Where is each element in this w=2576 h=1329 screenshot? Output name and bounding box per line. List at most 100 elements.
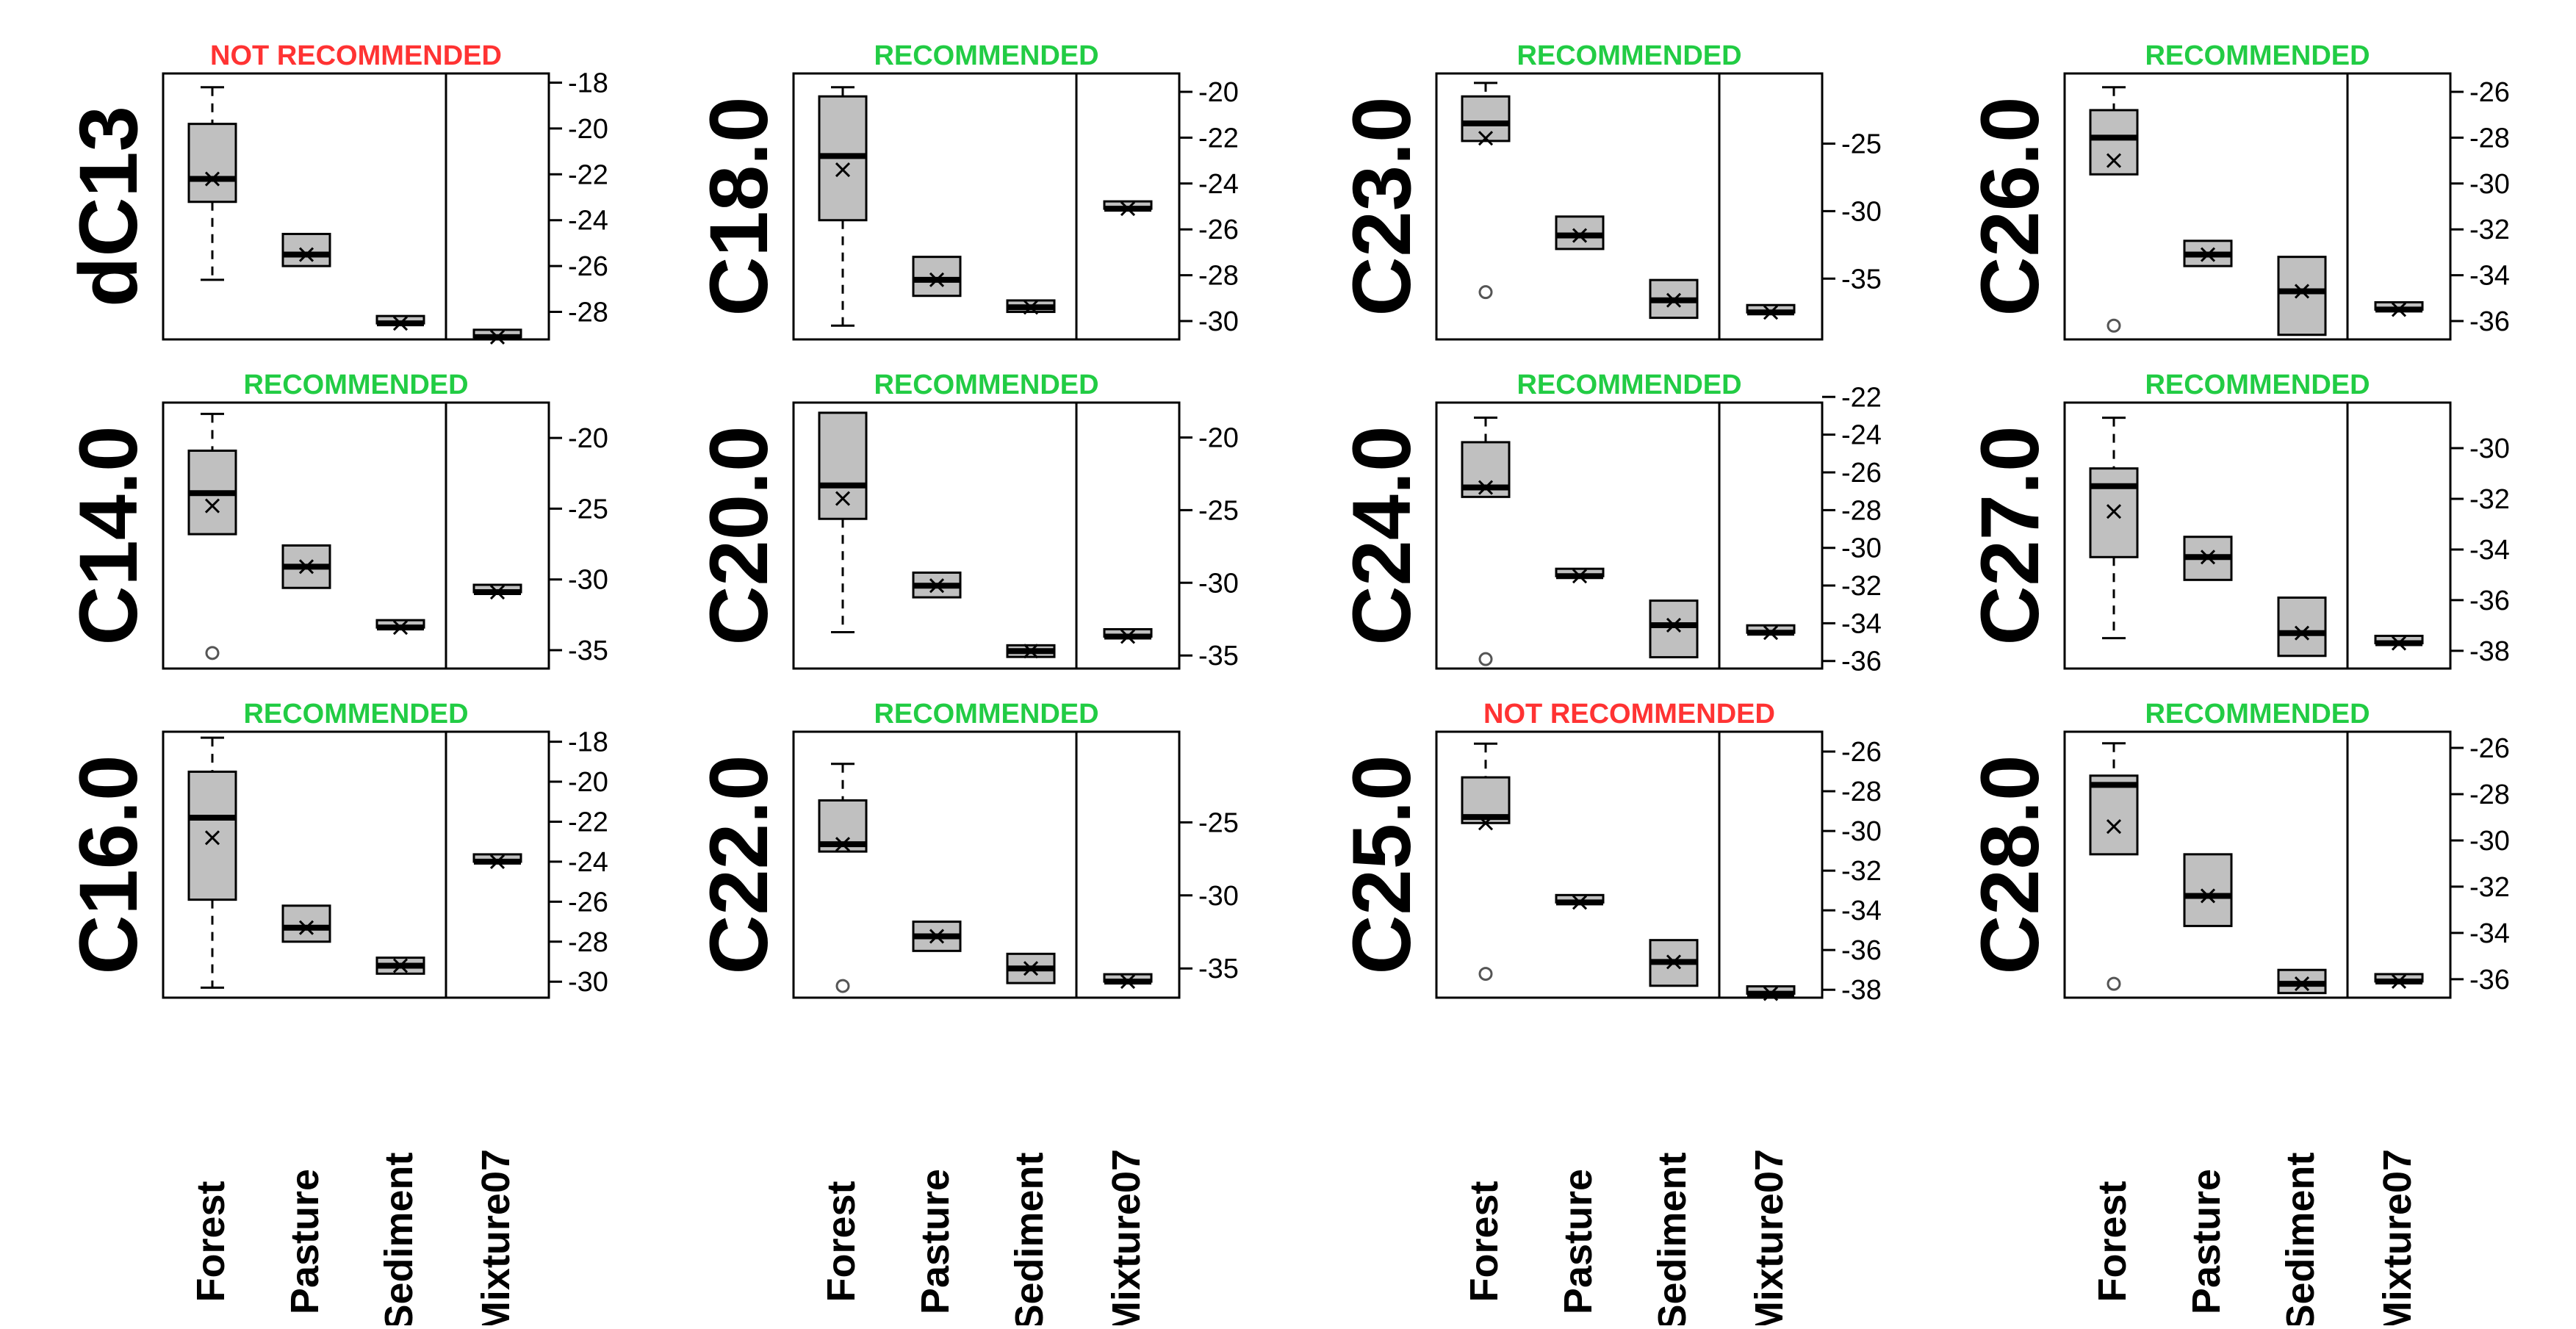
panel-c14-0: RECOMMENDED C14.0 -20 -25 -30 -35 <box>62 370 608 670</box>
plot-frame <box>162 730 550 999</box>
mean-marker <box>1023 961 1039 976</box>
box-sediment <box>375 619 425 635</box>
y-tick-label: -28 <box>568 298 608 328</box>
panel-c24-0: RECOMMENDED C24.0 -22 -24 -26 -28 -30 -32 -34 -36 <box>1336 370 1882 677</box>
x-group-label: Sediment <box>1007 1152 1051 1325</box>
y-tick-label: -30 <box>1198 306 1239 337</box>
box-sediment <box>2277 256 2327 336</box>
mean-marker <box>298 920 314 935</box>
mean-marker <box>1120 201 1136 217</box>
box-mixture07 <box>472 583 522 600</box>
y-tick-label: -34 <box>2469 535 2510 566</box>
box-mixture07 <box>2374 635 2424 651</box>
box-forest <box>818 411 868 634</box>
x-group-label: Mixture07 <box>474 1149 518 1325</box>
plot-frame <box>1435 72 1824 341</box>
y-tick-label: -26 <box>568 887 608 918</box>
mean-marker <box>1666 617 1682 633</box>
box-forest <box>187 736 237 989</box>
status-label: RECOMMENDED <box>243 699 468 730</box>
box-mixture07 <box>1103 200 1153 217</box>
mean-marker <box>1763 625 1779 641</box>
box-forest <box>1461 742 1511 982</box>
panel-title: C24.0 <box>1336 426 1428 646</box>
x-group-label: Pasture <box>1556 1169 1600 1314</box>
x-group-label: Sediment <box>2278 1152 2323 1325</box>
y-tick-label: -35 <box>1198 641 1239 671</box>
y-tick-label: -30 <box>568 967 608 998</box>
mean-marker <box>2391 635 2407 651</box>
box-pasture <box>281 232 331 267</box>
y-tick-label: -36 <box>1841 647 1882 677</box>
outlier-point <box>1478 967 1493 982</box>
box-pasture <box>912 921 962 952</box>
box-sediment <box>1649 599 1699 659</box>
y-tick-label: -30 <box>2469 826 2510 857</box>
mean-marker <box>2294 625 2310 641</box>
outlier-point <box>2107 976 2121 991</box>
box-sediment <box>1006 299 1056 315</box>
iqr-box <box>281 232 331 267</box>
y-tick-label: -30 <box>1198 568 1239 599</box>
panel-c23-0: RECOMMENDED C23.0 -25 -30 -35 <box>1336 40 1882 341</box>
y-tick-label: -20 <box>568 114 608 145</box>
iqr-box <box>2277 256 2327 336</box>
mean-marker <box>929 578 945 594</box>
mean-marker <box>2294 976 2310 992</box>
y-tick-label: -32 <box>2469 484 2510 515</box>
box-forest <box>187 86 237 281</box>
y-tick-label: -25 <box>1198 807 1239 838</box>
mean-marker <box>392 316 409 331</box>
panel-c18-0: RECOMMENDED C18.0 -20 -22 -24 -26 -28 -30 <box>693 40 1239 341</box>
plot-frame <box>162 401 550 670</box>
x-group-label: Mixture07 <box>1104 1149 1148 1325</box>
mean-marker <box>1763 986 1779 1001</box>
y-tick-label: -34 <box>1841 608 1882 639</box>
box-forest <box>187 412 237 660</box>
box-mixture07 <box>1746 303 1796 320</box>
mean-marker <box>1666 292 1682 308</box>
y-tick-label: -34 <box>1841 896 1882 926</box>
mean-marker <box>2200 247 2216 262</box>
status-label: NOT RECOMMENDED <box>1483 699 1775 730</box>
box-pasture <box>281 544 331 589</box>
y-tick-label: -18 <box>568 68 608 98</box>
outlier-point <box>1478 285 1493 300</box>
box-sediment <box>1006 952 1056 984</box>
iqr-box <box>1649 599 1699 659</box>
y-tick-label: -26 <box>2469 733 2510 764</box>
box-pasture <box>1555 893 1605 910</box>
box-sediment <box>1649 939 1699 987</box>
x-group-label: Pasture <box>913 1169 957 1314</box>
y-tick-label: -30 <box>2469 169 2510 200</box>
mean-marker <box>835 491 851 506</box>
status-label: RECOMMENDED <box>243 370 468 400</box>
panel-title: C20.0 <box>693 426 785 646</box>
y-tick-label: -34 <box>2469 261 2510 292</box>
x-group-label: Sediment <box>1650 1152 1694 1325</box>
y-tick-label: -26 <box>568 251 608 282</box>
panel-title: C23.0 <box>1336 97 1428 317</box>
panel-c25-0: NOT RECOMMENDED C25.0 -26 -28 -30 -32 -34 -36 -3… <box>1336 699 1882 1329</box>
x-group-label: Mixture07 <box>2375 1149 2420 1325</box>
y-tick-label: -20 <box>568 767 608 798</box>
y-tick-label: -25 <box>1841 129 1882 160</box>
mean-marker <box>489 854 506 869</box>
x-group-label: Forest <box>189 1181 233 1302</box>
mean-marker <box>2294 284 2310 299</box>
mean-marker <box>929 929 945 944</box>
y-tick-label: -32 <box>1841 571 1882 602</box>
y-tick-label: -28 <box>568 927 608 958</box>
box-mixture07 <box>1103 627 1153 644</box>
y-tick-label: -35 <box>568 635 608 666</box>
panel-title: C22.0 <box>693 755 785 975</box>
x-group-label: Forest <box>819 1181 863 1302</box>
iqr-box <box>281 904 331 943</box>
box-pasture <box>281 904 331 943</box>
panel-dc13: NOT RECOMMENDED dC13 -18 -20 -22 -24 -26 -28 <box>62 40 608 345</box>
panel-title: C25.0 <box>1336 755 1428 975</box>
x-group-label: Pasture <box>2184 1169 2228 1314</box>
y-tick-label: -35 <box>1841 264 1882 295</box>
y-tick-label: -26 <box>2469 77 2510 108</box>
